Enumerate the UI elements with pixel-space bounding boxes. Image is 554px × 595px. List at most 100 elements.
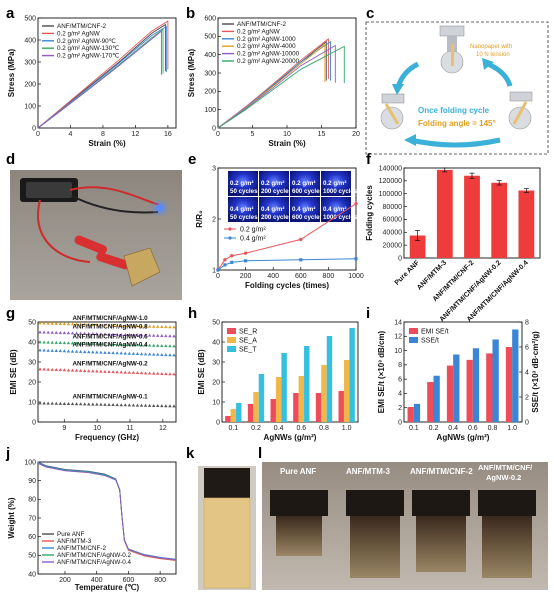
series-point-g-1 — [42, 330, 46, 334]
series-point-g-3 — [54, 349, 58, 353]
series-point-g-3 — [151, 352, 156, 356]
series-point-g-0 — [95, 323, 99, 327]
series-point-g-3 — [156, 352, 160, 356]
series-point-g-1 — [119, 332, 123, 336]
y-tick-label-a: 0 — [32, 125, 36, 132]
series-line-e-1 — [217, 258, 357, 271]
bar-i-0-3 — [466, 359, 473, 422]
series-point-g-4 — [115, 370, 119, 374]
y-tick-label-f: 120000 — [379, 178, 402, 185]
series-point-g-2 — [160, 344, 164, 348]
inset-cycles-7: 1000 cycles — [323, 214, 358, 221]
series-point-g-0 — [87, 322, 91, 326]
alligator-clip-2 — [96, 252, 130, 270]
series-point-g-0 — [131, 324, 136, 328]
series-point-g-4 — [70, 368, 75, 372]
series-point-g-1 — [38, 330, 42, 334]
series-point-g-3 — [99, 350, 103, 354]
chart-e: 1 2 3 R/R₀ Folding cycles (times) 0 200 400 600 8… — [195, 165, 364, 290]
x-tick-label-e: 800 — [323, 273, 335, 280]
series-point-g-1 — [62, 331, 67, 335]
plot-frame-h — [221, 321, 359, 423]
y-tick-label-i: 0 — [398, 419, 402, 426]
bar-h-0-5 — [338, 391, 344, 422]
series-point-e-0-2 — [230, 254, 234, 258]
series-point-g-3 — [119, 351, 123, 355]
y-tick-label-b: 600 — [204, 15, 216, 22]
series-line-b-4 — [217, 44, 336, 129]
panel-label-i: i — [366, 305, 370, 322]
series-point-g-3 — [111, 351, 115, 355]
series-point-e-0-4 — [299, 237, 303, 242]
legend-label-a-4: 0.2 g/m² AgNW-170℃ — [57, 53, 119, 60]
series-point-g-1 — [135, 333, 140, 337]
inset-image-5 — [259, 197, 289, 222]
series-point-g-3 — [46, 348, 50, 352]
series-point-g-3 — [107, 350, 111, 354]
series-point-g-0 — [123, 323, 127, 327]
series-point-g-4 — [123, 370, 127, 374]
y-tick-label-b: 300 — [204, 70, 216, 77]
legend-swatch-h-2 — [227, 346, 236, 352]
series-point-g-5 — [99, 402, 103, 406]
series-point-g-0 — [78, 322, 83, 326]
y-axis-label-h: EMI SE (dB) — [197, 349, 206, 395]
legend-label-j-2: ANF/MTM/CNF-2 — [57, 545, 106, 552]
series-point-g-5 — [164, 404, 168, 408]
legend-label-a-0: ANF/MTM/CNF-2 — [57, 23, 106, 30]
legend-label-i-0: EMI SE/t — [421, 329, 449, 336]
series-point-g-3 — [103, 350, 107, 354]
series-point-g-0 — [54, 321, 58, 325]
series-point-g-3 — [58, 349, 63, 353]
series-point-g-4 — [143, 371, 148, 375]
bar-i-1-2 — [453, 354, 460, 422]
inset-cycles-1: 200 cycles — [261, 188, 293, 195]
series-point-g-4 — [82, 369, 87, 373]
x-axis-label-b: Strain (%) — [268, 139, 306, 148]
series-point-g-1 — [99, 332, 103, 336]
series-point-g-5 — [70, 402, 75, 406]
series-point-g-1 — [115, 332, 119, 336]
y-axis-label-b: Stress (MPa) — [187, 48, 196, 97]
series-point-g-1 — [70, 331, 75, 335]
panel-label-a: a — [6, 5, 15, 22]
bar-h-1-1 — [253, 392, 259, 422]
burnt-clamp-top — [204, 468, 250, 498]
y-tick-label-f: 20000 — [383, 242, 403, 249]
panel-label-e: e — [188, 151, 196, 168]
bar-h-0-2 — [270, 399, 276, 422]
bar-h-2-1 — [258, 374, 265, 422]
series-point-g-3 — [131, 351, 136, 355]
bar-h-1-5 — [343, 360, 350, 422]
y-tick-label-f: 80000 — [383, 204, 403, 211]
series-point-g-2 — [103, 342, 107, 346]
bar-h-0-0 — [225, 416, 231, 422]
series-point-g-5 — [42, 401, 46, 405]
series-point-g-5 — [58, 401, 63, 405]
series-point-g-1 — [54, 330, 58, 334]
series-point-g-5 — [103, 402, 107, 406]
series-point-g-1 — [168, 334, 172, 338]
inset-image-4 — [228, 197, 258, 222]
panel-label-j: j — [5, 445, 10, 462]
series-point-g-3 — [66, 349, 71, 353]
y-tick-label-a: 500 — [24, 15, 36, 22]
series-point-g-3 — [38, 348, 42, 352]
bar-h-1-4 — [321, 365, 327, 422]
cycle-arrow-bottom — [409, 137, 501, 148]
series-point-g-0 — [66, 322, 71, 326]
series-point-g-4 — [156, 371, 160, 375]
series-point-g-4 — [135, 371, 140, 375]
x-axis-label-e: Folding cycles (times) — [245, 281, 329, 290]
legend-label-j-0: Pure ANF — [57, 531, 84, 538]
inset-image-2 — [290, 171, 320, 196]
series-point-g-4 — [78, 368, 83, 372]
bar-i-1-1 — [433, 375, 440, 422]
series-point-g-5 — [74, 402, 79, 406]
y-right-tick-label-i: 2 — [525, 394, 529, 401]
legend-label-b-0: ANF/MTM/CNF-2 — [237, 21, 286, 28]
photo-l-label-3b: AgNW-0.2 — [486, 473, 521, 482]
series-point-g-2 — [123, 342, 127, 346]
series-point-e-0-1 — [223, 258, 227, 262]
